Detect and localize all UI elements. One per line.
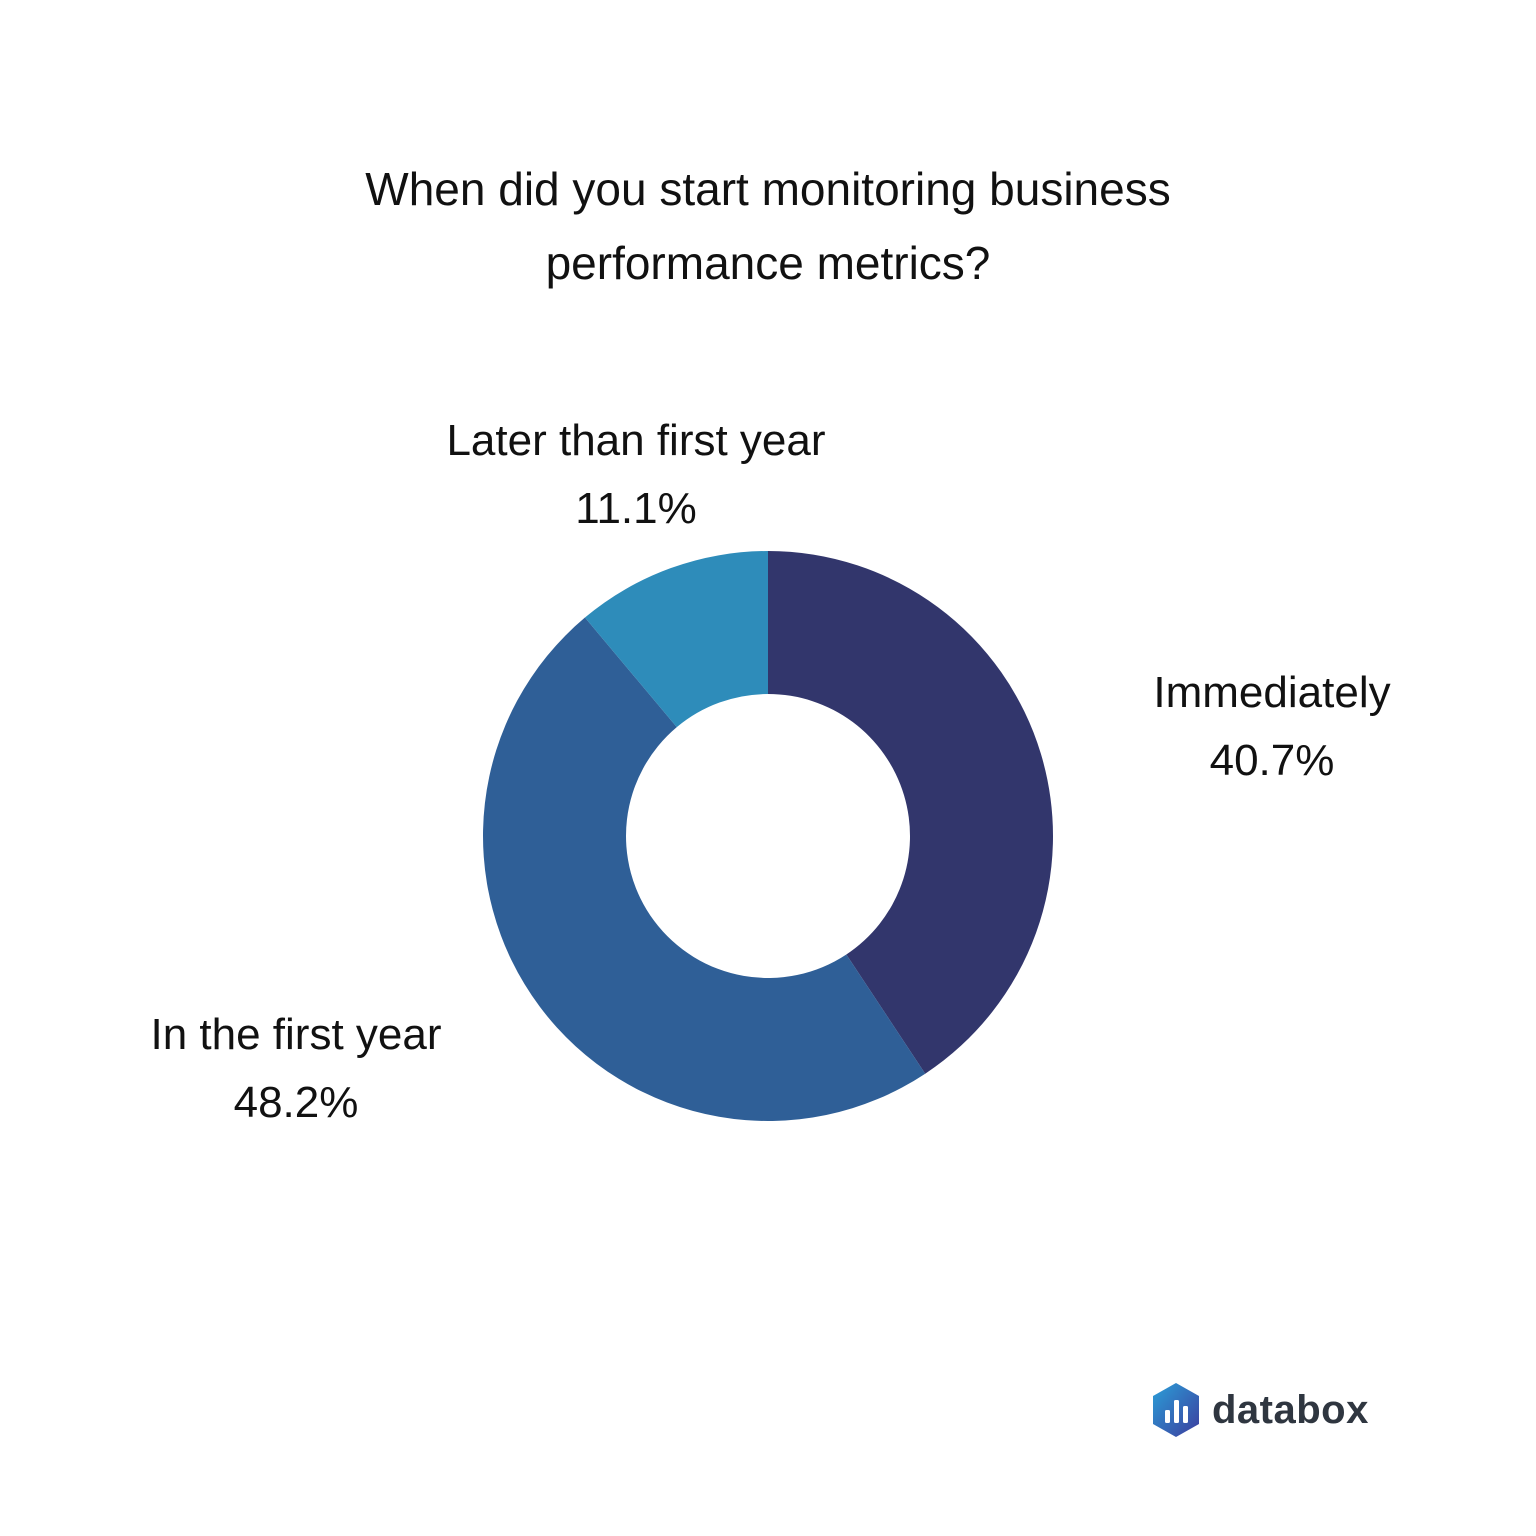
slice-value-in-the-first-year: 48.2% — [234, 1078, 359, 1127]
slice-immediately — [768, 551, 1054, 1074]
databox-logo: databox — [1150, 1378, 1390, 1442]
slice-in-the-first-year — [482, 617, 926, 1122]
slice-label-in-the-first-year: In the first year — [150, 1010, 441, 1059]
chart-title: When did you start monitoring business p… — [0, 152, 1536, 300]
slice-label-immediately: Immediately — [1153, 668, 1390, 717]
slice-labels: Immediately 40.7% In the first year 48.2% La… — [150, 416, 1390, 1127]
slice-value-immediately: 40.7% — [1210, 736, 1335, 785]
donut-slices — [482, 551, 1054, 1122]
databox-logo-icon — [1153, 1383, 1199, 1437]
chart-title-line-1: When did you start monitoring business — [365, 163, 1171, 215]
slice-later-than-first-year — [584, 551, 768, 728]
slice-value-later-than-first-year: 11.1% — [575, 484, 697, 533]
slice-label-later-than-first-year: Later than first year — [446, 416, 825, 465]
chart-title-line-2: performance metrics? — [545, 237, 991, 289]
databox-wordmark: databox — [1212, 1387, 1369, 1432]
